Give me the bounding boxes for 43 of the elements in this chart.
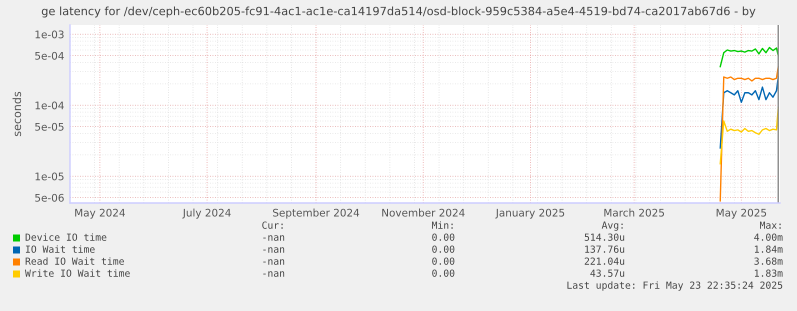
- text: Avg:: [602, 222, 623, 231]
- chart-title: ge latency for /dev/ceph-ec60b205-fc91-4ac1-ac1e-ca14197da514/osd-block-959c5384-a5e4-4519-bd74-ca2017ab67d6 - by: [42, 6, 756, 18]
- legend-label: Write IO Wait time: [25, 269, 130, 277]
- text: -nan: [263, 271, 284, 277]
- line-series: [720, 46, 779, 68]
- text: Cur:: [262, 221, 283, 229]
- text: 1.83m: [754, 269, 783, 277]
- text: 137.76u: [585, 245, 624, 253]
- text: 514.30u: [584, 233, 624, 241]
- x-tick-label: March 2025: [604, 208, 664, 217]
- y-tick-label: 5e-05: [35, 122, 64, 131]
- x-tick-label: May 2024: [75, 208, 125, 219]
- x-tick-label: September 2024: [273, 208, 360, 219]
- legend-label: Device IO time: [26, 233, 106, 241]
- x-tick-label: July 2024: [182, 208, 231, 219]
- text: 4.00m: [754, 233, 783, 241]
- text: 1.84m: [754, 245, 783, 253]
- legend-label: Read IO Wait time: [26, 257, 124, 265]
- x-tick-label: May 2025: [716, 208, 766, 219]
- y-tick-label: 5e-06: [35, 194, 64, 202]
- y-tick-label: 5e-04: [35, 52, 64, 60]
- text: 221.04u: [584, 257, 624, 265]
- text: Min:: [432, 221, 453, 229]
- text: 43.57u: [590, 269, 624, 277]
- x-tick-label: January 2025: [495, 208, 564, 219]
- y-tick-label: 1e-04: [36, 101, 64, 110]
- y-tick-label: 1e-05: [36, 172, 64, 180]
- text: 0.00: [432, 269, 454, 277]
- text: Max:: [760, 222, 781, 229]
- text: -nan: [263, 247, 284, 253]
- y-tick-label: 1e-03: [36, 30, 64, 38]
- text: 0.00: [432, 233, 454, 241]
- line-series: [720, 76, 779, 149]
- text: Last update: Fri May 23 22:35:24 2025: [567, 281, 782, 291]
- x-tick-label: November 2024: [382, 208, 465, 217]
- text: 0.00: [432, 257, 454, 265]
- text: 3.68m: [754, 257, 783, 265]
- text: -nan: [263, 259, 284, 265]
- text: -nan: [263, 235, 284, 241]
- y-axis-title: seconds: [12, 92, 22, 136]
- line-series: [720, 66, 779, 202]
- text: 0.00: [432, 245, 454, 253]
- legend-label: IO Wait time: [26, 245, 95, 253]
